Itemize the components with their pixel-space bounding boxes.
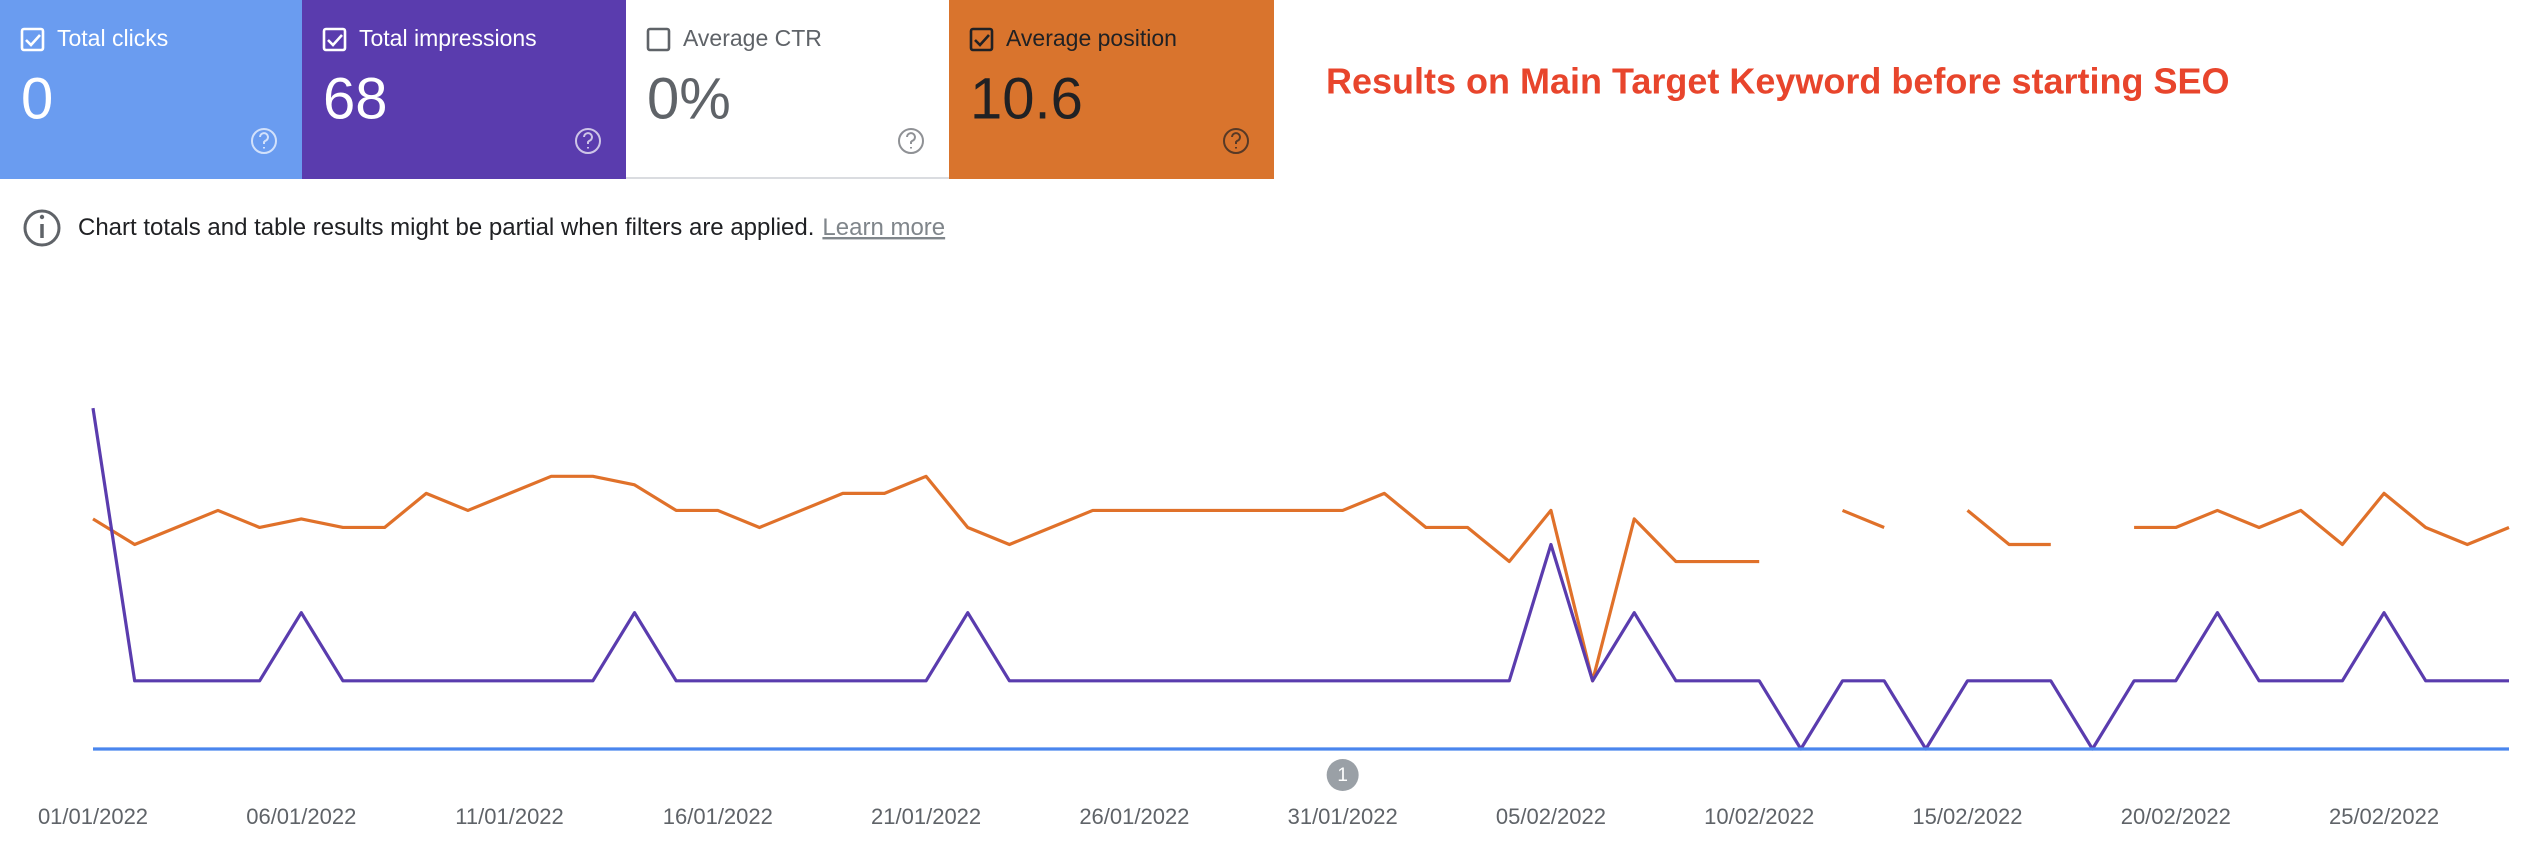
line-chart: 1 01/01/2022 06/01/2022 11/01/2022 16/01/202… [38,407,2510,829]
metric-card[interactable]: Average position 10.6 [949,0,1274,179]
x-tick-label: 31/01/2022 [1288,804,1398,829]
x-tick-label: 11/01/2022 [455,804,563,829]
annotation-text: Results on Main Target Keyword before st… [1326,61,2229,102]
card-value: 68 [323,66,388,131]
checkbox-check [25,34,41,47]
x-tick-label: 25/02/2022 [2329,804,2439,829]
checkbox[interactable] [20,27,45,52]
card-background [949,0,1274,179]
info-icon [23,209,61,247]
x-tick-label: 16/01/2022 [663,804,773,829]
checkbox-check [974,34,990,47]
card-value: 0 [21,66,53,131]
x-tick-label: 05/02/2022 [1496,804,1606,829]
notice-message: Chart totals and table results might be … [78,214,814,241]
learn-more-link[interactable]: Learn more [822,214,945,241]
help-icon-glyph [1231,132,1241,149]
help-icon-glyph [583,132,593,149]
checkbox[interactable] [969,27,994,52]
x-tick-label: 26/01/2022 [1079,804,1189,829]
x-tick-label: 10/02/2022 [1704,804,1814,829]
card-label: Average CTR [683,25,822,51]
card-background [302,0,626,179]
card-background [0,0,302,179]
checkbox-check [327,34,343,47]
checkbox[interactable] [646,27,671,52]
checkbox[interactable] [322,27,347,52]
x-tick-label: 15/02/2022 [1912,804,2022,829]
help-icon[interactable] [898,128,924,154]
help-icon[interactable] [251,128,277,154]
info-icon-dot [39,214,45,220]
help-icon[interactable] [575,128,601,154]
annotation-marker[interactable] [1326,759,1359,791]
card-value: 0% [647,66,731,131]
card-label: Average position [1006,25,1177,51]
x-tick-label: 21/01/2022 [871,804,981,829]
metric-card[interactable]: Total impressions 68 [302,0,626,179]
help-icon[interactable] [1223,128,1249,154]
help-icon-glyph [906,132,916,149]
card-background [626,0,949,179]
notice: Chart totals and table results might be … [23,209,945,247]
series-line [91,407,2509,751]
x-tick-label: 01/01/2022 [38,804,148,829]
annotation-marker-label: 1 [1337,765,1348,786]
x-tick-label: 20/02/2022 [2121,804,2231,829]
card-label: Total clicks [57,25,168,51]
help-icon-glyph [259,132,269,149]
x-tick-label: 06/01/2022 [246,804,356,829]
card-value: 10.6 [970,66,1083,131]
card-label: Total impressions [359,25,537,51]
notice-text: Chart totals and table results might be … [78,214,945,241]
series-line [92,474,2510,683]
metric-card[interactable]: Average CTR 0% [626,0,949,179]
